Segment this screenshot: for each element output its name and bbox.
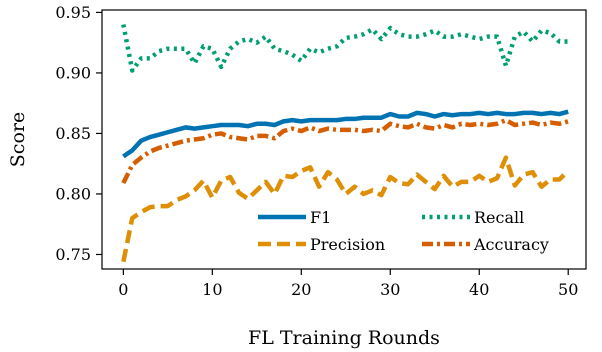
x-tick-label: 0 <box>118 280 128 299</box>
x-tick-label: 10 <box>202 280 222 299</box>
y-tick-label: 0.90 <box>55 63 91 82</box>
legend: F1 Recall Precision Accuracy <box>254 199 582 261</box>
legend-label-precision: Precision <box>310 235 385 254</box>
series-line-f1 <box>122 109 569 159</box>
y-axis: 0.75 0.80 0.85 0.90 0.95 <box>55 3 102 264</box>
x-tick-label: 20 <box>291 280 311 299</box>
plot-lines <box>121 24 570 263</box>
plot-frame <box>101 9 587 270</box>
x-axis: 0 10 20 30 40 50 <box>118 269 578 299</box>
y-axis-label: Score <box>7 112 29 167</box>
series-line-recall <box>121 24 569 73</box>
x-tick-label: 30 <box>380 280 400 299</box>
legend-label-f1: F1 <box>310 208 331 227</box>
x-tick-label: 50 <box>558 280 578 299</box>
y-tick-label: 0.75 <box>55 245 91 264</box>
y-tick-label: 0.95 <box>55 3 91 22</box>
legend-label-recall: Recall <box>474 208 524 227</box>
series-line-accuracy <box>121 117 569 185</box>
y-tick-label: 0.80 <box>55 184 91 203</box>
series-line-precision <box>121 155 570 263</box>
legend-label-accuracy: Accuracy <box>473 235 549 254</box>
legend-box <box>254 199 582 261</box>
x-tick-label: 40 <box>469 280 489 299</box>
x-axis-label: FL Training Rounds <box>248 327 440 349</box>
y-tick-label: 0.85 <box>55 124 91 143</box>
